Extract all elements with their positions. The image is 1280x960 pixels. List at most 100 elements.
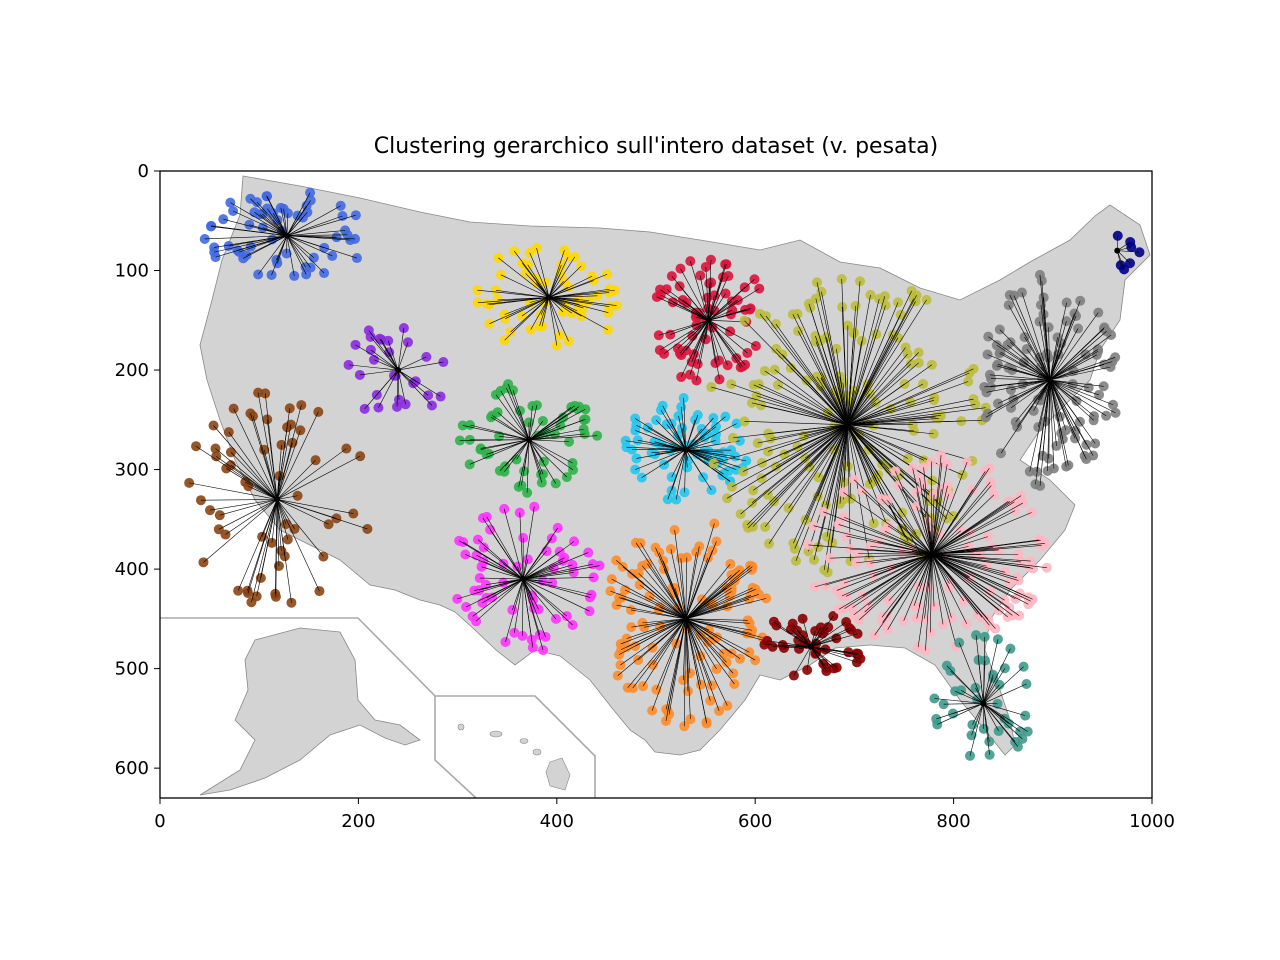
- cluster-link: [690, 261, 709, 321]
- cluster-link: [969, 703, 984, 756]
- cluster-link: [506, 387, 530, 440]
- cluster-link: [685, 618, 724, 654]
- cluster-link: [264, 393, 278, 500]
- cluster-link: [776, 348, 848, 425]
- cluster-link: [226, 468, 278, 500]
- cluster-link: [825, 424, 848, 506]
- cluster-link: [827, 412, 848, 426]
- cluster-link: [711, 386, 848, 426]
- cluster-link: [990, 378, 1050, 381]
- cluster-link: [472, 578, 524, 617]
- cluster-link: [731, 424, 848, 488]
- cluster-link: [925, 554, 933, 651]
- cluster-link: [540, 297, 550, 316]
- cluster-link: [916, 506, 933, 555]
- cluster-link: [1049, 379, 1100, 396]
- cluster-link: [548, 297, 564, 313]
- cluster-link: [882, 553, 933, 623]
- cluster-link: [659, 289, 709, 321]
- cluster-link: [522, 263, 550, 298]
- cluster-link: [943, 703, 984, 705]
- cluster-link: [747, 424, 848, 529]
- cluster-link: [931, 545, 1042, 555]
- cluster-link: [660, 409, 687, 450]
- y-tick-label: 200: [115, 360, 149, 381]
- cluster-link: [685, 618, 707, 723]
- cluster-link: [625, 440, 686, 450]
- cluster-link: [364, 369, 399, 410]
- cluster-link: [526, 439, 530, 493]
- cluster-link: [685, 449, 704, 478]
- cluster-link: [665, 618, 687, 710]
- cluster-link: [654, 449, 686, 455]
- cluster-layer: [184, 187, 1145, 761]
- x-tick-label: 0: [154, 811, 165, 832]
- cluster-link: [767, 640, 811, 648]
- cluster-link: [635, 542, 687, 620]
- cluster-link: [521, 297, 550, 317]
- cluster-link: [272, 213, 288, 236]
- cluster-link: [898, 485, 933, 555]
- cluster-link: [529, 439, 570, 443]
- cluster-link: [213, 425, 278, 500]
- cluster-link: [825, 553, 932, 586]
- cluster-link: [847, 383, 924, 426]
- cluster-link: [286, 235, 337, 238]
- cluster-link: [355, 344, 399, 371]
- cluster-link: [847, 408, 892, 426]
- cluster-link: [479, 577, 524, 580]
- cluster-link: [820, 378, 848, 425]
- cluster-link: [685, 618, 728, 706]
- cluster-link: [684, 449, 687, 493]
- cluster-link: [685, 449, 731, 482]
- cluster-link: [1039, 274, 1051, 381]
- cluster-link: [661, 444, 686, 450]
- cluster-link: [683, 398, 687, 450]
- cluster-link: [685, 589, 756, 620]
- cluster-link: [685, 618, 710, 631]
- cluster-center: [520, 576, 527, 583]
- cluster-link: [252, 416, 278, 500]
- cluster-link: [983, 677, 994, 704]
- cluster-link: [685, 565, 751, 620]
- cluster-link: [276, 499, 329, 525]
- cluster-link: [620, 618, 686, 645]
- cluster-link: [1049, 379, 1107, 417]
- cluster-link: [984, 379, 1050, 388]
- cluster-link: [286, 213, 289, 236]
- cluster-link: [548, 297, 558, 346]
- cluster-link: [1049, 379, 1096, 444]
- x-tick-label: 1000: [1129, 811, 1175, 832]
- cluster-link: [919, 477, 933, 555]
- cluster-link: [931, 553, 1006, 573]
- cluster-link: [276, 424, 292, 500]
- cluster-link: [853, 479, 932, 555]
- cluster-4: [472, 243, 622, 351]
- cluster-link: [1117, 250, 1140, 253]
- cluster-link: [685, 320, 709, 351]
- cluster-link: [826, 337, 848, 425]
- cluster-link: [286, 200, 311, 236]
- cluster-7: [620, 393, 752, 505]
- cluster-link: [708, 308, 751, 321]
- cluster-link: [931, 510, 1016, 555]
- cluster-link: [276, 427, 288, 500]
- cluster-link: [247, 499, 278, 591]
- cluster-link: [931, 554, 935, 607]
- cluster-link: [685, 449, 747, 462]
- cluster-link: [256, 499, 278, 597]
- x-tick-label: 800: [936, 811, 970, 832]
- cluster-link: [685, 599, 703, 620]
- cluster-link: [983, 683, 1027, 704]
- cluster-link: [813, 525, 932, 555]
- cluster-link: [853, 553, 932, 616]
- cluster-link: [888, 553, 932, 601]
- cluster-link: [1049, 321, 1067, 381]
- cluster-link: [847, 314, 901, 425]
- cluster-link: [983, 684, 1000, 704]
- cluster-link: [1036, 379, 1051, 472]
- cluster-link: [884, 530, 932, 555]
- cluster-link: [636, 424, 686, 450]
- cluster-link: [286, 234, 348, 236]
- cluster-link: [983, 703, 1026, 716]
